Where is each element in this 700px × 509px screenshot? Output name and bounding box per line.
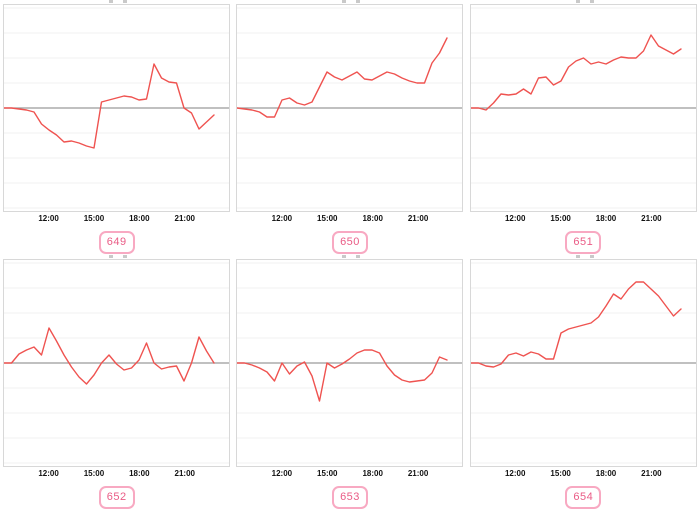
- x-axis-label: 18:00: [362, 468, 383, 478]
- x-axis-label: 21:00: [641, 214, 662, 223]
- chart-panel: [469, 4, 697, 212]
- chart-id-badge[interactable]: 649: [98, 231, 135, 254]
- x-axis-label: 21:00: [641, 468, 662, 478]
- chart-cell-651: 12:00 15:00 18:00 21:00 651: [467, 0, 700, 255]
- chart-line-sparkline: [237, 262, 463, 463]
- x-axis-label: 18:00: [595, 468, 617, 478]
- chart-cell-649: 12:00 15:00 18:00 21:00 649: [0, 0, 233, 255]
- chart-id-badge[interactable]: 650: [332, 231, 368, 254]
- cropped-title-fragment: [236, 254, 463, 259]
- x-axis: 12:00 15:00 18:00 21:00: [470, 213, 697, 226]
- x-axis-label: 18:00: [362, 214, 383, 223]
- chart-id-badge[interactable]: 653: [332, 485, 368, 509]
- cropped-title-fragment: [3, 0, 230, 4]
- x-axis-label: 21:00: [407, 214, 429, 223]
- x-axis-label: 21:00: [174, 214, 195, 223]
- x-axis-label: 18:00: [129, 214, 150, 223]
- x-axis-label: 12:00: [38, 214, 59, 223]
- chart-panel: [3, 258, 231, 467]
- x-axis: 12:00 15:00 18:00 21:00: [3, 213, 230, 226]
- cropped-title-fragment: [470, 0, 697, 4]
- chart-panel: [469, 258, 697, 467]
- chart-cell-650: 12:00 15:00 18:00 21:00 650: [233, 0, 466, 255]
- x-axis: 12:00 15:00 18:00 21:00: [3, 468, 230, 481]
- x-axis-label: 15:00: [317, 214, 338, 223]
- chart-cell-653: 12:00 15:00 18:00 21:00 653: [233, 254, 466, 509]
- x-axis-label: 12:00: [271, 468, 293, 478]
- x-axis: 12:00 15:00 18:00 21:00: [470, 468, 697, 481]
- cropped-title-fragment: [3, 254, 230, 259]
- chart-panel: [236, 258, 464, 467]
- x-axis-label: 15:00: [317, 468, 338, 478]
- x-axis: 12:00 15:00 18:00 21:00: [236, 468, 463, 481]
- x-axis: 12:00 15:00 18:00 21:00: [236, 213, 463, 226]
- chart-id-badge[interactable]: 652: [98, 485, 135, 509]
- x-axis-label: 15:00: [83, 214, 105, 223]
- x-axis-label: 21:00: [174, 468, 195, 478]
- cropped-title-fragment: [236, 0, 463, 4]
- chart-line-sparkline: [470, 262, 696, 463]
- x-axis-label: 18:00: [129, 468, 150, 478]
- x-axis-label: 12:00: [38, 468, 59, 478]
- chart-id-badge[interactable]: 651: [565, 231, 602, 254]
- chart-panel: [3, 4, 231, 212]
- x-axis-label: 21:00: [407, 468, 429, 478]
- x-axis-label: 15:00: [83, 468, 105, 478]
- x-axis-label: 12:00: [504, 214, 526, 223]
- chart-cell-652: 12:00 15:00 18:00 21:00 652: [0, 254, 233, 509]
- x-axis-label: 18:00: [595, 214, 617, 223]
- chart-line-sparkline: [4, 7, 230, 209]
- chart-cell-654: 12:00 15:00 18:00 21:00 654: [467, 254, 700, 509]
- chart-line-sparkline: [4, 262, 230, 463]
- chart-id-badge[interactable]: 654: [565, 485, 602, 509]
- cropped-title-fragment: [470, 254, 697, 259]
- x-axis-label: 12:00: [504, 468, 526, 478]
- x-axis-label: 15:00: [550, 468, 571, 478]
- x-axis-label: 15:00: [550, 214, 571, 223]
- chart-line-sparkline: [470, 7, 696, 209]
- x-axis-label: 12:00: [271, 214, 293, 223]
- chart-panel: [236, 4, 464, 212]
- chart-line-sparkline: [237, 7, 463, 209]
